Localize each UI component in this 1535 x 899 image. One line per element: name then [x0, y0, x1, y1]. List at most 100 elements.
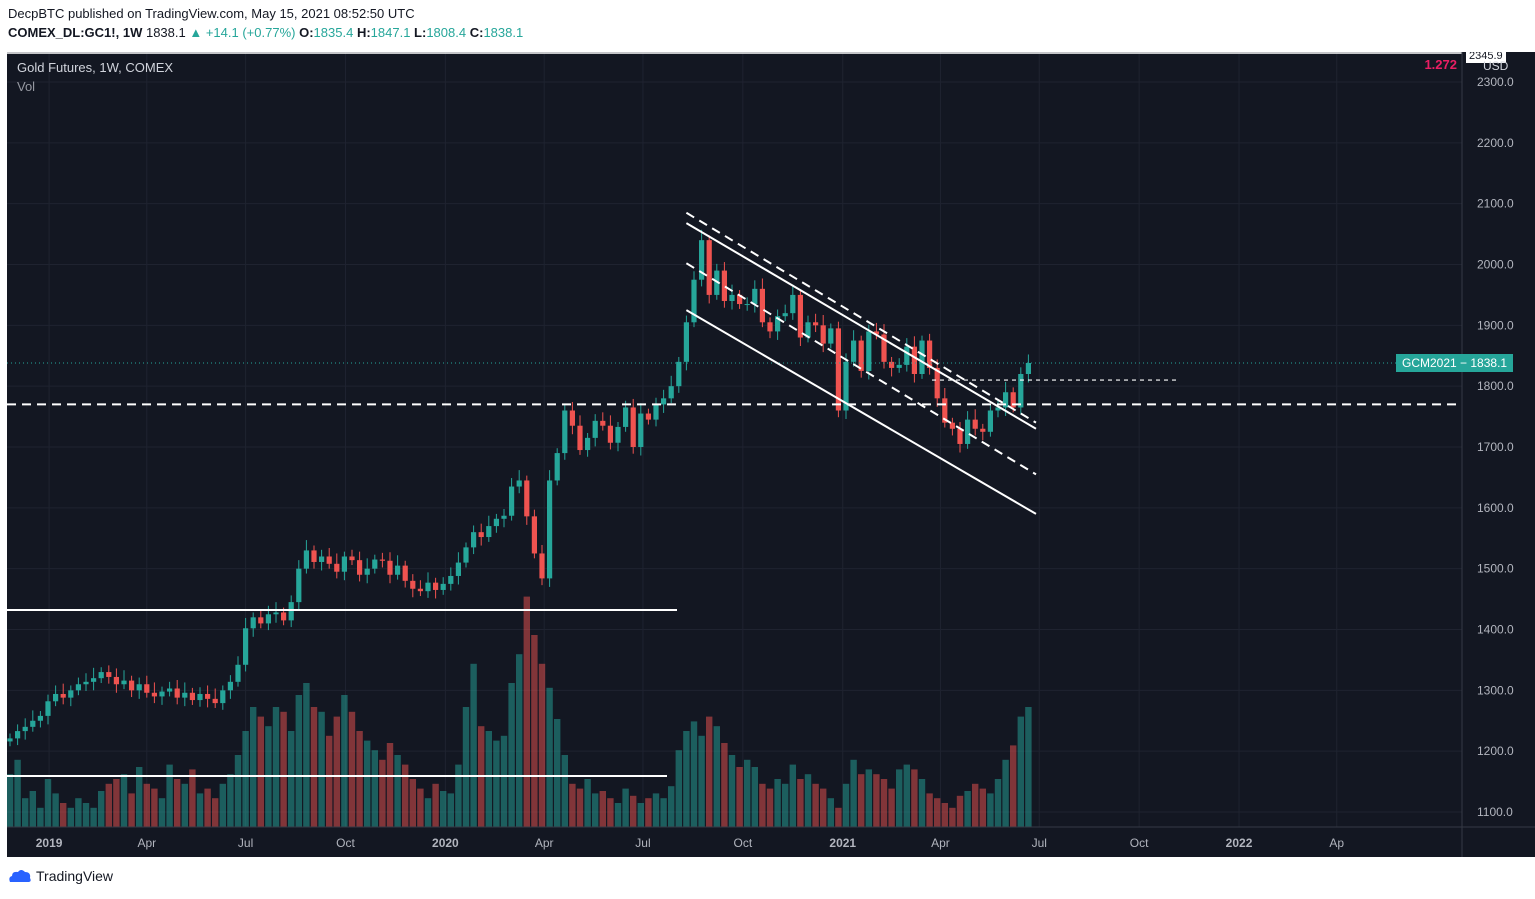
candle-body — [83, 681, 89, 685]
candle-body — [151, 692, 157, 697]
footer-logo[interactable]: TradingView — [8, 868, 113, 884]
volume-bar — [417, 788, 424, 827]
candlestick-chart[interactable]: 2300.0 2200.0 2100.0 2000.0 1900.0 1800.0 1700… — [7, 52, 1535, 857]
volume-bar — [903, 764, 910, 827]
candle-body — [585, 437, 591, 451]
x-tick-label: Oct — [734, 836, 753, 850]
volume-bar — [683, 731, 690, 827]
candle-body — [828, 328, 834, 344]
candle-body — [60, 693, 66, 698]
volume-bar — [310, 707, 318, 827]
volume-bar — [151, 788, 158, 827]
volume-bar — [751, 767, 758, 827]
volume-bar — [22, 798, 29, 827]
drawings — [7, 52, 1462, 777]
volume-bar — [508, 683, 515, 827]
volume-bar — [394, 755, 401, 827]
candle-body — [524, 480, 530, 517]
candle-body — [235, 664, 241, 682]
volume-bar — [622, 788, 629, 827]
candle-body — [357, 560, 363, 575]
candle-body — [676, 361, 682, 387]
candle-body — [281, 612, 287, 621]
volume-bar — [842, 783, 850, 827]
candle-body — [22, 726, 28, 732]
y-tick-label: 1300.0 — [1477, 683, 1514, 697]
candle-body — [182, 692, 188, 698]
volume-bar — [858, 774, 865, 827]
candle-body — [729, 294, 735, 301]
candle-body — [1003, 392, 1009, 408]
x-tick-label: 2019 — [36, 836, 63, 850]
volume-bar — [105, 783, 112, 827]
volume-bars — [7, 596, 1032, 827]
chart-pane[interactable]: 2300.0 2200.0 2100.0 2000.0 1900.0 1800.0 1700… — [7, 52, 1535, 857]
y-tick-label: 1500.0 — [1477, 562, 1514, 576]
candle-body — [516, 480, 522, 487]
candle-body — [934, 367, 940, 399]
candle-body — [797, 294, 803, 338]
x-tick-label: Oct — [1130, 836, 1149, 850]
candle-body — [159, 691, 165, 697]
volume-bar — [531, 635, 538, 827]
candle-body — [942, 398, 948, 423]
volume-bar — [637, 803, 644, 827]
candle-body — [296, 568, 302, 603]
volume-bar — [295, 695, 302, 827]
candle-body — [873, 331, 879, 335]
candle-body — [835, 328, 841, 411]
candle-body — [364, 568, 370, 575]
volume-bar — [766, 788, 774, 827]
volume-bar — [888, 788, 895, 827]
volume-bar — [356, 731, 363, 827]
y-tick-label: 1700.0 — [1477, 440, 1514, 454]
candle-body — [319, 556, 325, 562]
candle-body — [15, 731, 21, 739]
y-tick-label: 2100.0 — [1477, 197, 1514, 211]
candle-body — [349, 556, 355, 561]
candle-body — [197, 693, 203, 701]
candle-body — [813, 322, 819, 326]
candle-body — [987, 410, 993, 432]
symbol-ohlc-bar: COMEX_DL:GC1!, 1W 1838.1 ▲ +14.1 (+0.77%… — [8, 25, 523, 40]
volume-bar — [804, 774, 812, 827]
candle-body — [881, 334, 887, 362]
volume-bar — [668, 786, 675, 827]
candle-body — [577, 425, 583, 451]
candle-body — [1025, 362, 1031, 374]
volume-bar — [941, 803, 948, 827]
volume-bar — [614, 803, 622, 827]
volume-bar — [219, 783, 226, 827]
candle-body — [417, 588, 423, 592]
channel-top-line — [685, 211, 1037, 424]
x-tick-label: Jul — [238, 836, 253, 850]
candles — [7, 229, 1031, 747]
volume-bar — [493, 740, 500, 827]
candle-body — [509, 486, 515, 516]
volume-bar — [835, 807, 842, 827]
volume-bar — [964, 791, 971, 827]
volume-bar — [827, 798, 834, 827]
candle-body — [661, 398, 667, 405]
candle-body — [638, 413, 644, 447]
candle-body — [623, 407, 629, 427]
volume-bar — [561, 755, 568, 827]
volume-bar — [455, 764, 462, 827]
candle-body — [303, 550, 309, 569]
low-label: L: — [414, 25, 427, 40]
candle-body — [843, 361, 849, 411]
candle-body — [425, 582, 431, 592]
candle-body — [904, 346, 910, 365]
candle-body — [113, 676, 119, 685]
volume-bar — [272, 707, 280, 827]
candle-body — [471, 532, 477, 548]
currency-label: USD — [1483, 59, 1509, 73]
volume-bar — [607, 798, 614, 827]
candle-body — [341, 556, 347, 572]
volume-bar — [386, 743, 394, 827]
volume-bar — [44, 779, 52, 827]
candle-body — [744, 304, 750, 306]
volume-bar — [584, 779, 591, 827]
candle-body — [820, 325, 826, 344]
open-value: 1835.4 — [313, 25, 354, 40]
